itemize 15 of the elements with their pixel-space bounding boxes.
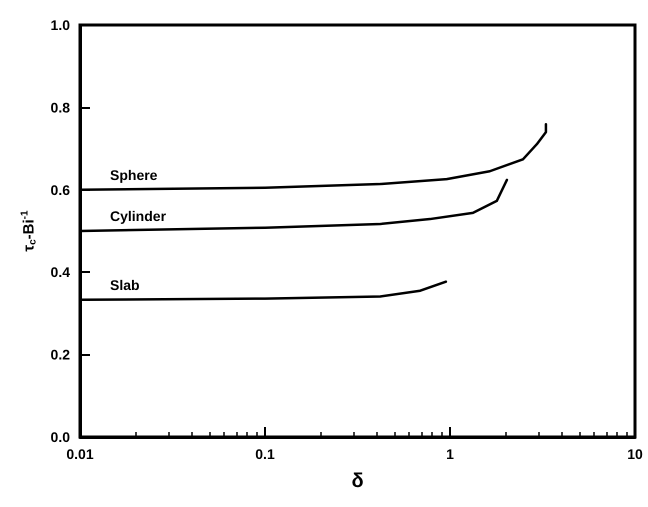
series-label: Slab (110, 276, 140, 293)
y-tick-label: 0.2 (50, 346, 70, 363)
series-label: Cylinder (110, 208, 167, 224)
x-tick-label: 10 (627, 446, 643, 462)
y-tick-label: 0.0 (50, 429, 70, 445)
y-tick-label: 1.0 (50, 17, 70, 33)
x-tick-label: 1 (446, 446, 454, 462)
y-tick-label: 0.8 (50, 99, 70, 116)
x-axis-title: δ (351, 470, 364, 492)
x-tick-label: 0.01 (66, 446, 94, 462)
y-tick-label: 0.6 (50, 182, 70, 198)
y-axis-title: τc-Bi-1 (20, 210, 38, 252)
series-label: Sphere (110, 166, 158, 183)
x-tick-label: 0.1 (255, 446, 275, 462)
y-tick-label: 0.4 (50, 264, 70, 280)
